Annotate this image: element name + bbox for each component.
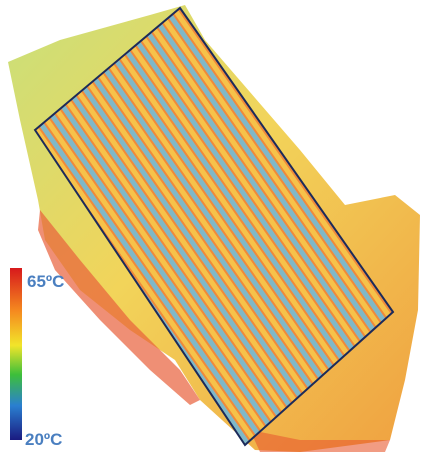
min-temp-label: 20ºC bbox=[25, 430, 62, 449]
thermal-map-view: 65ºC 20ºC bbox=[0, 0, 433, 455]
color-scale bbox=[10, 268, 22, 440]
max-temp-label: 65ºC bbox=[27, 272, 64, 291]
thermal-map: 65ºC 20ºC bbox=[0, 0, 433, 455]
